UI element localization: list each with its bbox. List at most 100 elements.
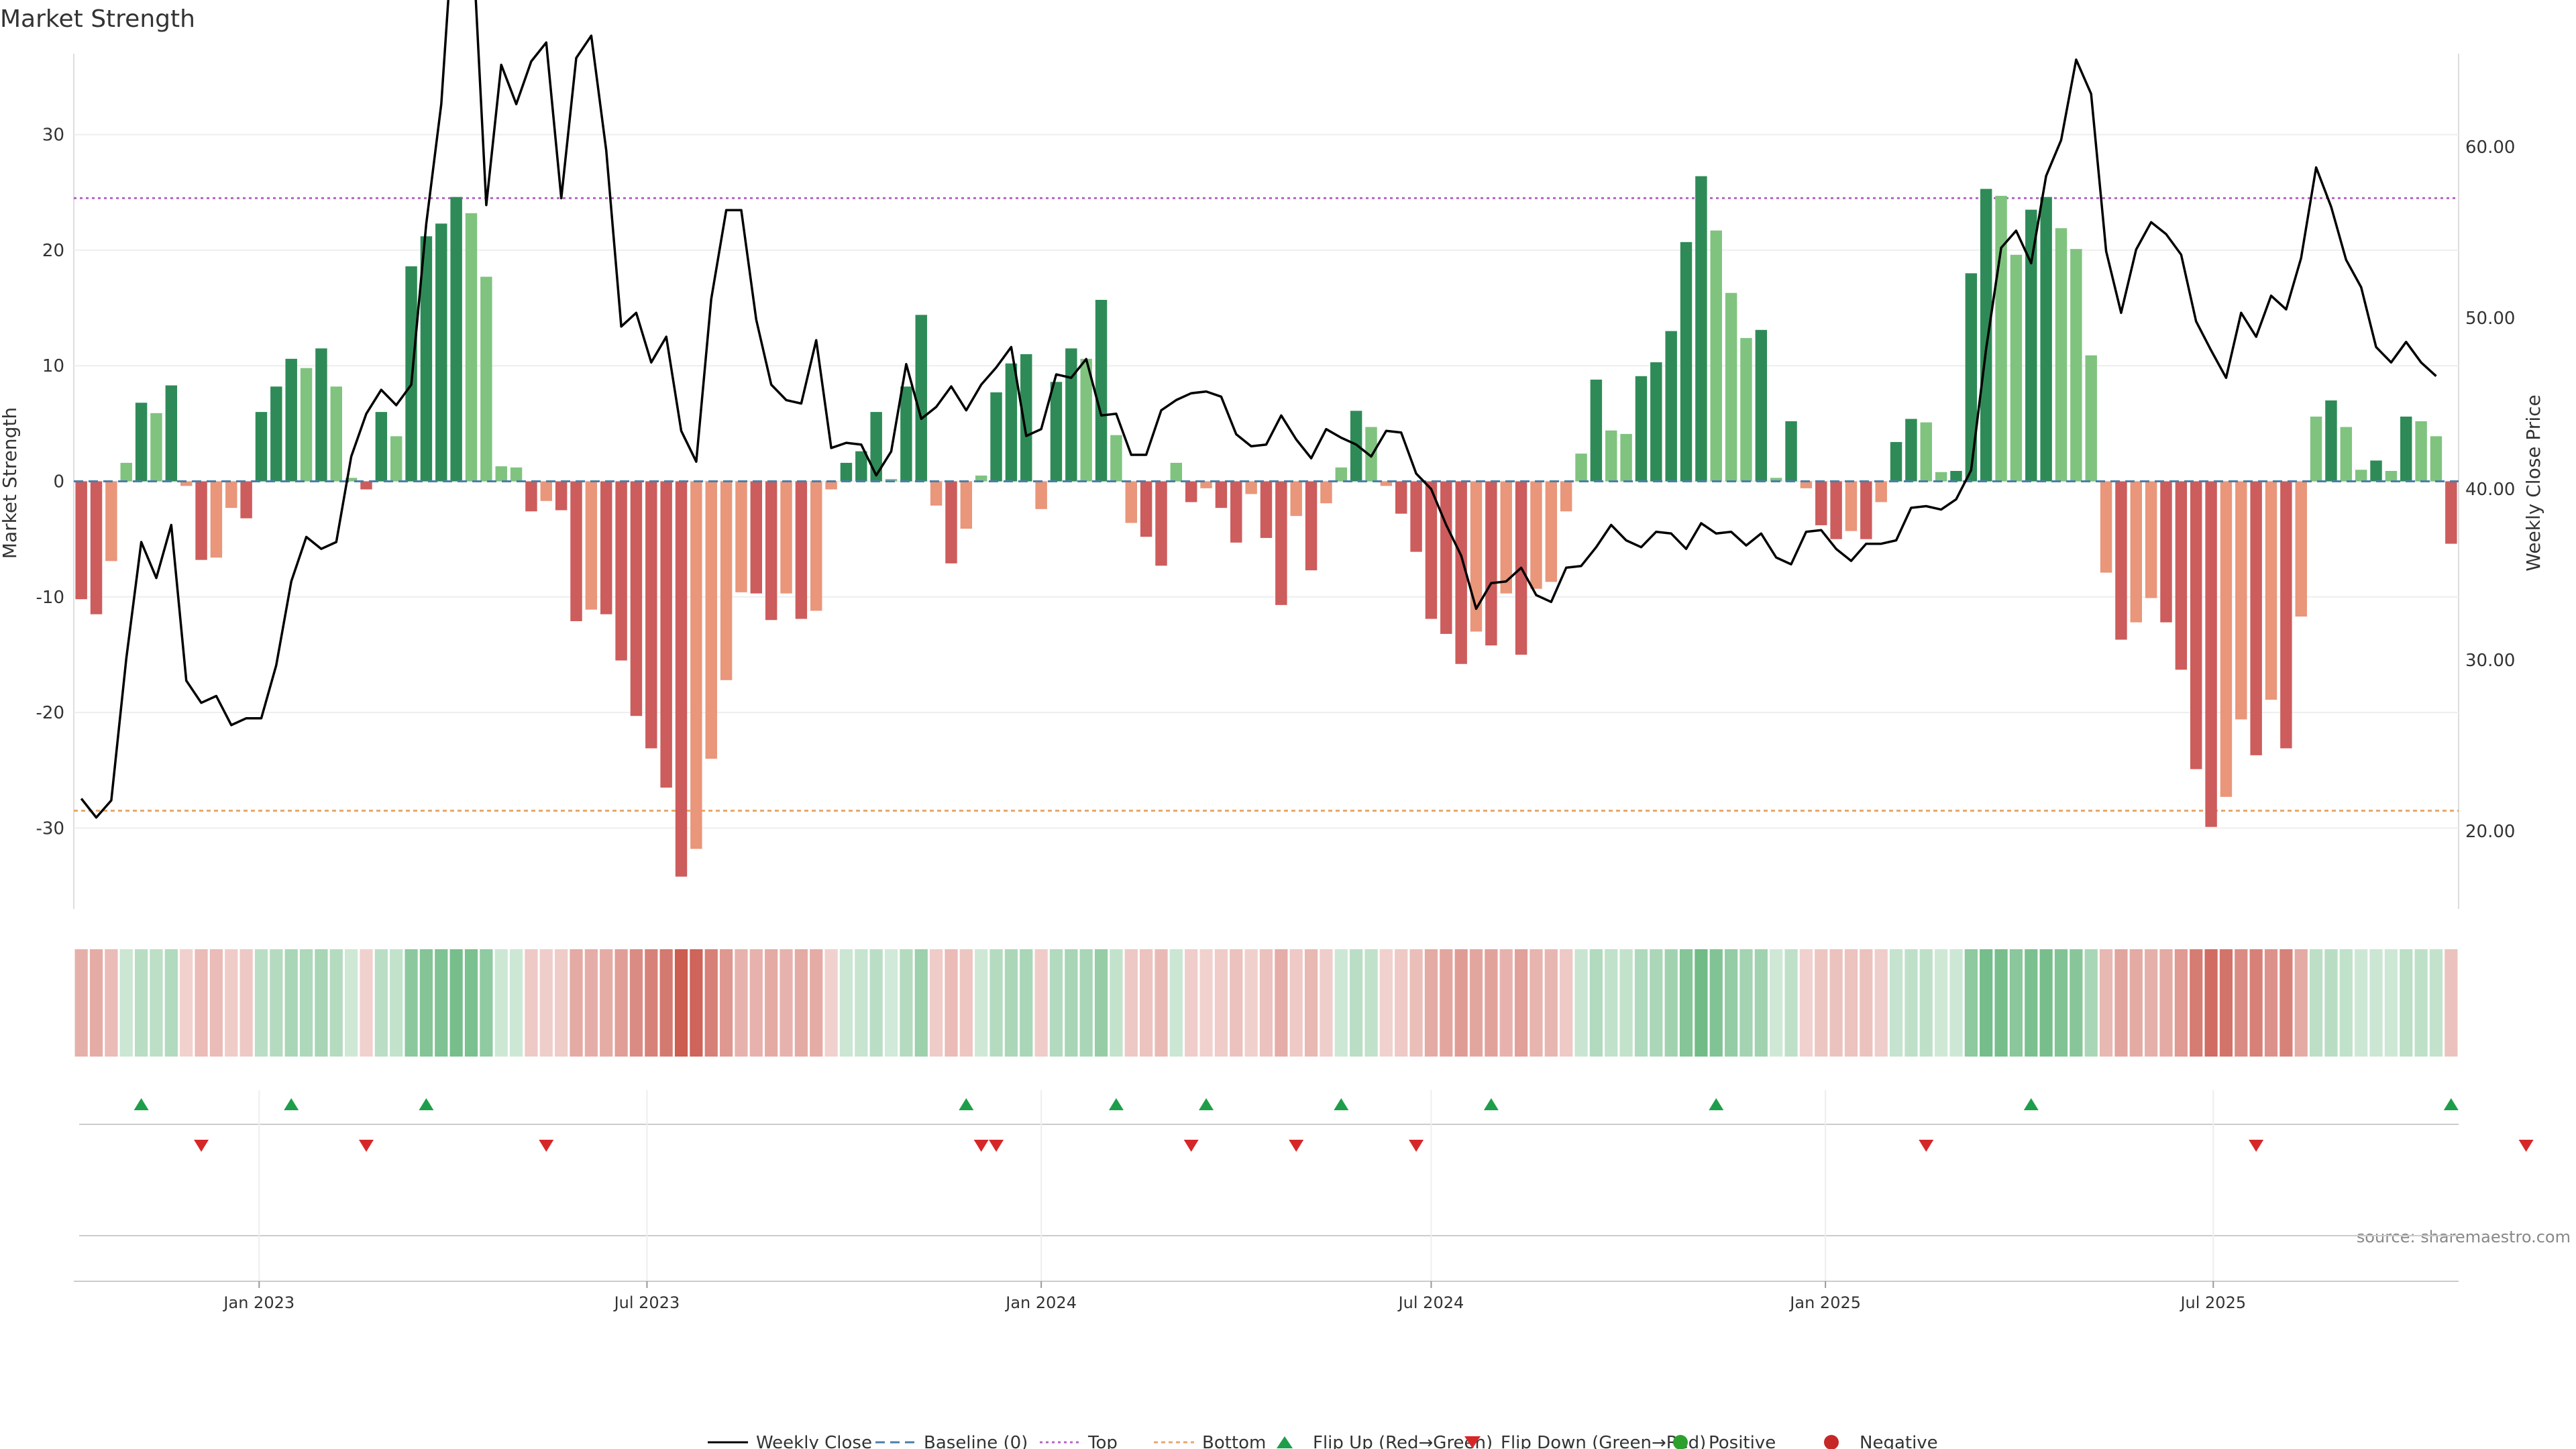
- strength-bar: [1950, 470, 1962, 482]
- heat-cell: [119, 949, 133, 1057]
- strength-bar: [210, 481, 223, 558]
- strength-bar: [195, 481, 207, 560]
- strength-bar: [1080, 358, 1092, 482]
- heat-cell: [2009, 949, 2023, 1057]
- strength-bar: [615, 481, 627, 661]
- strength-bar: [180, 481, 193, 486]
- strength-bar: [840, 462, 853, 482]
- heat-cell: [690, 949, 703, 1057]
- heat-cell: [1020, 949, 1033, 1057]
- left-tick-label: -20: [36, 703, 64, 723]
- left-tick-label: 0: [53, 472, 64, 492]
- strength-bar: [1620, 433, 1632, 482]
- strength-bar: [1200, 481, 1212, 488]
- heat-cell: [2339, 949, 2353, 1057]
- strength-bar: [390, 436, 402, 482]
- strength-bar: [255, 412, 268, 482]
- heat-cell: [1724, 949, 1738, 1057]
- strength-bar: [1995, 195, 2007, 482]
- strength-bar: [2325, 400, 2337, 482]
- strength-bar: [450, 197, 462, 482]
- strength-bar: [2340, 427, 2353, 482]
- strength-bar: [150, 413, 162, 482]
- heat-cell: [1079, 949, 1093, 1057]
- heat-cell: [435, 949, 448, 1057]
- x-tick-label: Jan 2025: [1788, 1293, 1861, 1312]
- heat-cell: [584, 949, 598, 1057]
- heat-cell: [1679, 949, 1693, 1057]
- strength-bar: [1965, 273, 1978, 482]
- strength-bar: [1575, 453, 1587, 482]
- heat-cell: [735, 949, 748, 1057]
- strength-bar: [2055, 228, 2068, 482]
- weekly-close-line: [80, 0, 2437, 819]
- legend-item: Weekly Close: [708, 1433, 872, 1449]
- flip-down-marker: [973, 1140, 989, 1152]
- heat-cell: [1304, 949, 1318, 1057]
- legend-label: Weekly Close: [756, 1433, 872, 1449]
- strength-bar: [2280, 481, 2292, 749]
- strength-bar: [1425, 481, 1438, 619]
- strength-bar: [930, 481, 943, 506]
- strength-bar: [330, 386, 342, 482]
- heat-cell: [659, 949, 673, 1057]
- heat-cell: [1004, 949, 1018, 1057]
- strength-bar: [555, 481, 568, 511]
- legend-item: Top: [1040, 1433, 1118, 1449]
- heat-cell: [959, 949, 973, 1057]
- x-tick-label: Jul 2025: [2179, 1293, 2246, 1312]
- strength-bar: [2355, 470, 2367, 482]
- strength-bar: [1155, 481, 1167, 566]
- strength-bar: [1680, 241, 1693, 482]
- heat-cell: [1949, 949, 1963, 1057]
- heat-cell: [360, 949, 373, 1057]
- heat-cell: [1514, 949, 1528, 1057]
- heat-cell: [2264, 949, 2278, 1057]
- strength-bar: [1875, 481, 1887, 502]
- heat-cell: [1110, 949, 1123, 1057]
- heat-cell: [855, 949, 868, 1057]
- strength-bar: [2025, 209, 2037, 482]
- strength-bar: [525, 481, 537, 512]
- strength-bar: [1440, 481, 1452, 634]
- heat-cell: [1155, 949, 1168, 1057]
- heat-cell: [2084, 949, 2098, 1057]
- strength-bar: [1815, 481, 1827, 525]
- strength-bar: [2220, 481, 2233, 797]
- right-tick-label: 30.00: [2465, 651, 2515, 671]
- heat-cell: [1544, 949, 1558, 1057]
- heat-cell: [2249, 949, 2263, 1057]
- source-note: source: sharemaestro.com: [2357, 1228, 2571, 1246]
- strength-bar: [2265, 481, 2277, 700]
- strength-bar: [2400, 417, 2412, 482]
- strength-bar: [1485, 481, 1497, 646]
- heat-cell: [600, 949, 613, 1057]
- heat-cell: [1244, 949, 1258, 1057]
- heat-cell: [1440, 949, 1453, 1057]
- heat-cell: [2114, 949, 2128, 1057]
- strength-bar: [690, 481, 702, 849]
- strength-bar: [2115, 481, 2127, 640]
- heat-cell: [270, 949, 283, 1057]
- heat-cell: [2279, 949, 2293, 1057]
- strength-bar: [510, 467, 523, 482]
- strength-bar: [285, 358, 297, 482]
- heat-cell: [299, 949, 313, 1057]
- legend-item: Positive: [1673, 1433, 1776, 1449]
- strength-bar: [765, 481, 777, 621]
- heat-cell: [704, 949, 718, 1057]
- flip-down-marker: [989, 1140, 1004, 1152]
- strength-bar: [990, 392, 1002, 482]
- strength-bar: [720, 481, 733, 680]
- heat-cell: [1935, 949, 1948, 1057]
- strength-bar: [2295, 481, 2307, 617]
- strength-bar: [2175, 481, 2188, 670]
- strength-bar: [2160, 481, 2172, 623]
- heat-cell: [150, 949, 163, 1057]
- strength-bar: [120, 462, 132, 482]
- strength-bar: [2040, 197, 2052, 482]
- strength-bar: [135, 402, 148, 482]
- strength-bar: [1305, 481, 1318, 571]
- strength-bar: [1920, 422, 1932, 482]
